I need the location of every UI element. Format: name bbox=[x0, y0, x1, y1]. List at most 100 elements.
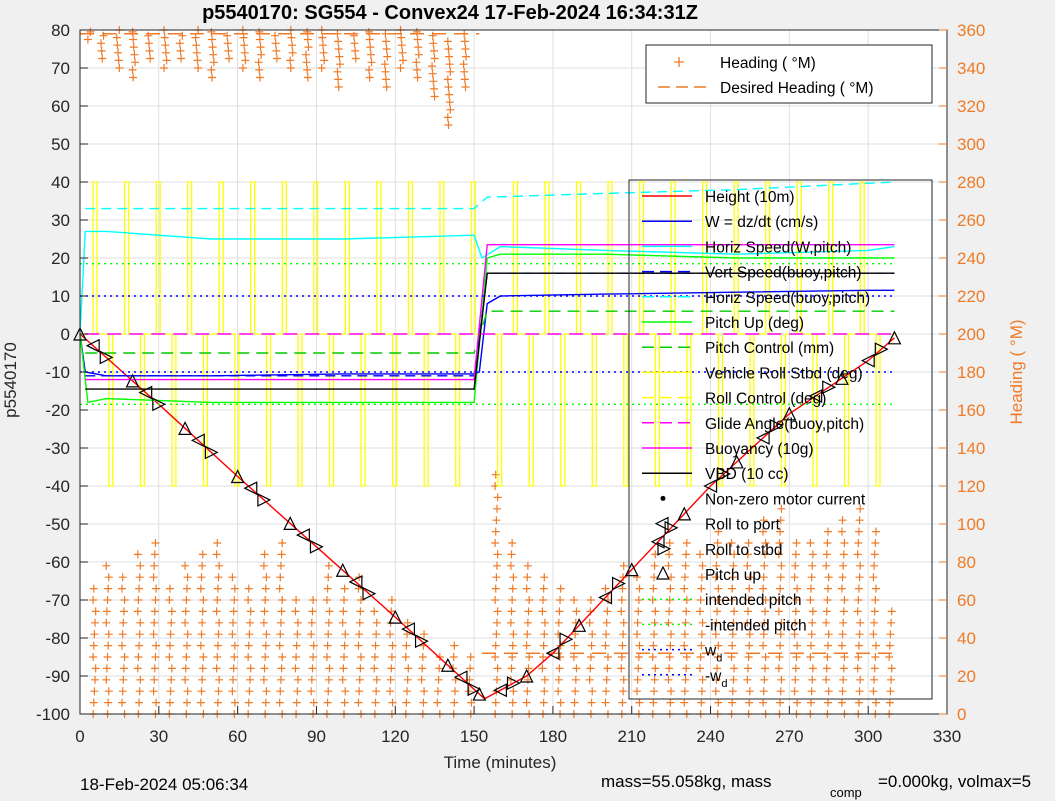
heading-point bbox=[417, 675, 426, 684]
roll-port-marker bbox=[860, 353, 875, 368]
y2-tick-label: 180 bbox=[957, 363, 985, 382]
heading-point bbox=[650, 561, 659, 570]
heading-point bbox=[307, 618, 316, 627]
y-tick-label: 80 bbox=[51, 21, 70, 40]
y2-axis-label: Heading ( °M) bbox=[1007, 319, 1026, 424]
heading-point bbox=[586, 653, 595, 661]
heading-point bbox=[213, 596, 222, 604]
heading-point bbox=[418, 653, 427, 661]
heading-point bbox=[838, 573, 847, 582]
heading-point bbox=[430, 92, 439, 101]
legend-main-label: Non-zero motor current bbox=[705, 491, 866, 508]
legend-main-label-text: Vert Speed(buoy,pitch) bbox=[705, 265, 862, 282]
heading-point bbox=[619, 687, 628, 696]
heading-point bbox=[402, 698, 411, 707]
roll-stbd-marker bbox=[257, 492, 272, 507]
heading-point bbox=[244, 653, 253, 661]
heading-point bbox=[792, 653, 801, 661]
heading-point bbox=[807, 630, 816, 639]
heading-point bbox=[839, 607, 848, 616]
heading-point bbox=[793, 698, 802, 707]
heading-point bbox=[119, 664, 128, 673]
heading-point bbox=[743, 675, 752, 684]
heading-point bbox=[167, 607, 176, 616]
heading-point bbox=[823, 596, 832, 604]
heading-point bbox=[229, 664, 238, 673]
heading-point bbox=[871, 641, 880, 650]
heading-point bbox=[793, 641, 802, 650]
heading-point bbox=[214, 630, 223, 639]
heading-point bbox=[366, 43, 375, 52]
heading-point bbox=[135, 573, 144, 582]
heading-point bbox=[760, 561, 769, 570]
heading-point bbox=[508, 584, 517, 593]
heading-point bbox=[571, 687, 580, 696]
heading-point bbox=[262, 573, 271, 582]
heading-point bbox=[667, 687, 676, 696]
y-tick-label: 0 bbox=[61, 325, 70, 344]
heading-point bbox=[759, 584, 768, 593]
heading-point bbox=[728, 641, 737, 650]
heading-point bbox=[372, 630, 381, 639]
heading-point bbox=[292, 641, 301, 650]
heading-point bbox=[777, 675, 786, 684]
heading-point bbox=[492, 573, 501, 582]
heading-point bbox=[759, 698, 768, 707]
heading-point bbox=[309, 653, 318, 661]
heading-point bbox=[730, 664, 739, 673]
heading-point bbox=[272, 46, 281, 55]
heading-point bbox=[602, 618, 611, 627]
heading-point bbox=[808, 675, 817, 684]
heading-point bbox=[840, 596, 849, 604]
heading-point bbox=[277, 664, 286, 673]
heading-point bbox=[365, 27, 373, 36]
heading-point bbox=[523, 561, 532, 570]
heading-point bbox=[838, 687, 847, 696]
heading-point bbox=[260, 550, 269, 559]
heading-point bbox=[824, 573, 833, 582]
heading-point bbox=[228, 687, 237, 696]
footer-volmax: =0.000kg, volmax=5 bbox=[878, 772, 1031, 791]
heading-point bbox=[556, 596, 565, 604]
heading-point bbox=[325, 607, 334, 616]
heading-point bbox=[635, 641, 644, 650]
heading-point bbox=[160, 33, 169, 42]
y2-tick-label: 240 bbox=[957, 249, 985, 268]
heading-point bbox=[682, 596, 691, 604]
legend-main-label: Pitch Control (mm) bbox=[705, 340, 834, 357]
legend-main-label-text: w bbox=[704, 643, 717, 660]
x-tick-label: 270 bbox=[775, 727, 803, 746]
legend-main-label: Horiz Speed(W,pitch) bbox=[705, 239, 851, 256]
heading-point bbox=[745, 630, 754, 639]
heading-point bbox=[160, 64, 169, 72]
roll-stbd-marker bbox=[769, 418, 784, 433]
y-tick-label: 30 bbox=[51, 211, 70, 230]
heading-point bbox=[885, 641, 894, 650]
heading-point bbox=[207, 73, 216, 82]
heading-point bbox=[854, 596, 863, 604]
legend-main-label: -wd bbox=[705, 668, 727, 690]
heading-point bbox=[870, 561, 879, 570]
heading-point bbox=[791, 561, 800, 570]
heading-point bbox=[104, 698, 113, 707]
heading-point bbox=[806, 596, 815, 604]
heading-point bbox=[570, 698, 579, 707]
heading-point bbox=[759, 573, 768, 582]
heading-point bbox=[727, 539, 736, 547]
heading-point bbox=[212, 607, 221, 616]
heading-point bbox=[853, 664, 862, 673]
heading-point bbox=[870, 618, 879, 627]
heading-point bbox=[97, 39, 106, 48]
heading-point bbox=[136, 618, 145, 627]
heading-point bbox=[308, 607, 317, 616]
heading-point bbox=[128, 27, 137, 36]
heading-point bbox=[554, 618, 563, 627]
heading-point bbox=[540, 618, 549, 627]
series-buoyancy-10g bbox=[85, 244, 895, 381]
heading-point bbox=[682, 539, 691, 547]
legend-main-swatch bbox=[654, 516, 669, 531]
heading-point bbox=[761, 539, 770, 547]
heading-point bbox=[255, 73, 264, 82]
roll-port-marker bbox=[295, 528, 310, 543]
heading-point bbox=[617, 653, 626, 661]
